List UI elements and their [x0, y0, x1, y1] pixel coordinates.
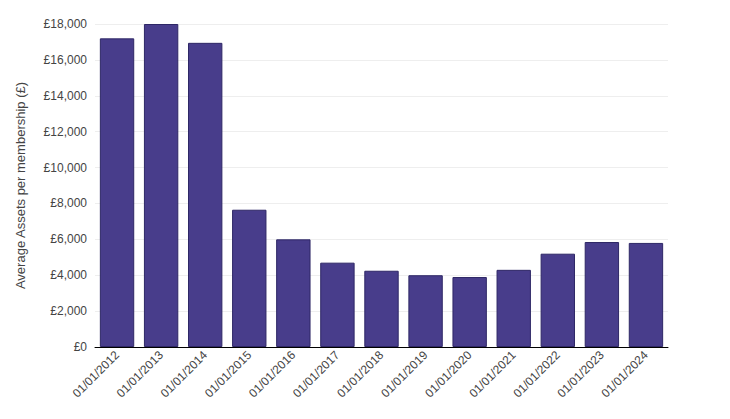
- svg-text:01/01/2015: 01/01/2015: [202, 348, 255, 401]
- svg-text:01/01/2024: 01/01/2024: [599, 348, 652, 401]
- svg-text:£2,000: £2,000: [50, 304, 87, 318]
- svg-text:£16,000: £16,000: [44, 53, 88, 67]
- svg-text:£12,000: £12,000: [44, 125, 88, 139]
- svg-text:01/01/2019: 01/01/2019: [378, 348, 431, 401]
- svg-text:01/01/2018: 01/01/2018: [334, 348, 387, 401]
- svg-text:01/01/2012: 01/01/2012: [70, 348, 123, 401]
- svg-text:01/01/2021: 01/01/2021: [466, 348, 519, 401]
- svg-text:01/01/2020: 01/01/2020: [422, 348, 475, 401]
- svg-text:Average Assets per membership: Average Assets per membership (£): [13, 82, 28, 289]
- svg-text:£0: £0: [74, 340, 88, 354]
- svg-text:£10,000: £10,000: [44, 161, 88, 175]
- svg-text:£6,000: £6,000: [50, 232, 87, 246]
- svg-text:£8,000: £8,000: [50, 196, 87, 210]
- svg-text:01/01/2022: 01/01/2022: [510, 348, 563, 401]
- svg-text:£14,000: £14,000: [44, 89, 88, 103]
- svg-text:01/01/2014: 01/01/2014: [158, 348, 211, 401]
- svg-text:£18,000: £18,000: [44, 17, 88, 31]
- svg-text:01/01/2016: 01/01/2016: [246, 348, 299, 401]
- svg-text:01/01/2023: 01/01/2023: [555, 348, 608, 401]
- svg-text:01/01/2017: 01/01/2017: [290, 348, 343, 401]
- svg-text:01/01/2013: 01/01/2013: [114, 348, 167, 401]
- svg-text:£4,000: £4,000: [50, 268, 87, 282]
